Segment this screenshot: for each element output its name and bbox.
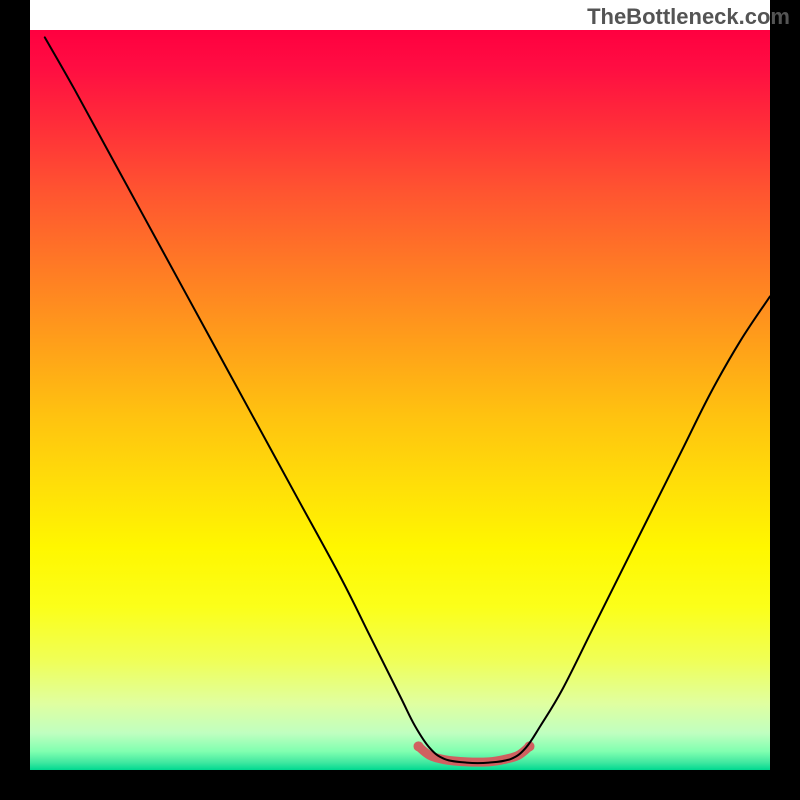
border-left [0,0,30,800]
chart-svg [0,0,800,800]
watermark-text: TheBottleneck.com [587,4,790,30]
valley-marker-endpoint-left [414,741,424,751]
border-bottom [0,770,800,800]
gradient-background [30,30,770,770]
bottleneck-chart: TheBottleneck.com [0,0,800,800]
border-right [770,0,800,800]
